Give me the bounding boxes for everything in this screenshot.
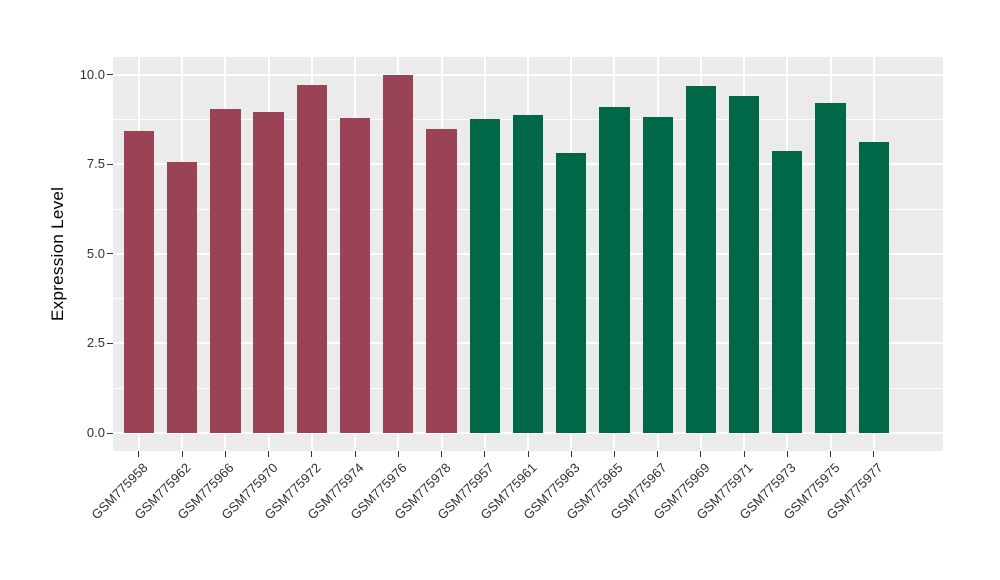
x-tick-mark [138,451,140,457]
bar-GSM775967 [642,117,673,434]
bar-GSM775973 [772,150,803,434]
x-tick-mark [354,451,356,457]
bar-GSM775978 [426,129,457,434]
x-tick-mark [397,451,399,457]
bar-GSM775970 [253,111,284,434]
bar-GSM775975 [815,102,846,434]
y-tick-mark [107,432,113,434]
plot-panel [113,57,943,451]
y-tick-label: 10.0 [79,66,105,82]
bar-GSM775961 [512,114,544,434]
x-tick-mark [873,451,875,457]
y-tick-mark [107,163,113,165]
bar-GSM775958 [123,130,155,434]
x-tick-mark [743,451,745,457]
y-tick-label: 5.0 [86,245,105,261]
x-tick-mark [441,451,443,457]
x-tick-mark [657,451,659,457]
y-tick-label: 2.5 [86,335,105,351]
bar-GSM775957 [469,119,500,434]
x-tick-mark [613,451,615,457]
bar-GSM775972 [296,84,327,434]
bar-GSM775969 [685,85,717,434]
y-tick-label: 0.0 [86,425,105,441]
x-tick-mark [311,451,313,457]
bar-GSM775971 [729,95,760,434]
bar-GSM775965 [599,106,630,434]
y-tick-mark [107,253,113,255]
bar-GSM775977 [858,141,889,434]
x-tick-mark [484,451,486,457]
bar-GSM775962 [167,162,198,434]
x-tick-mark [786,451,788,457]
y-tick-mark [107,74,113,76]
bar-GSM775974 [339,117,371,434]
bar-GSM775963 [556,152,587,434]
y-tick-label: 7.5 [86,156,105,172]
y-tick-mark [107,342,113,344]
x-tick-mark [268,451,270,457]
x-tick-mark [700,451,702,457]
x-tick-mark [570,451,572,457]
x-tick-mark [181,451,183,457]
x-tick-mark [224,451,226,457]
bar-GSM775976 [383,74,414,434]
x-tick-mark [527,451,529,457]
x-tick-mark [830,451,832,457]
bar-GSM775966 [210,108,241,434]
